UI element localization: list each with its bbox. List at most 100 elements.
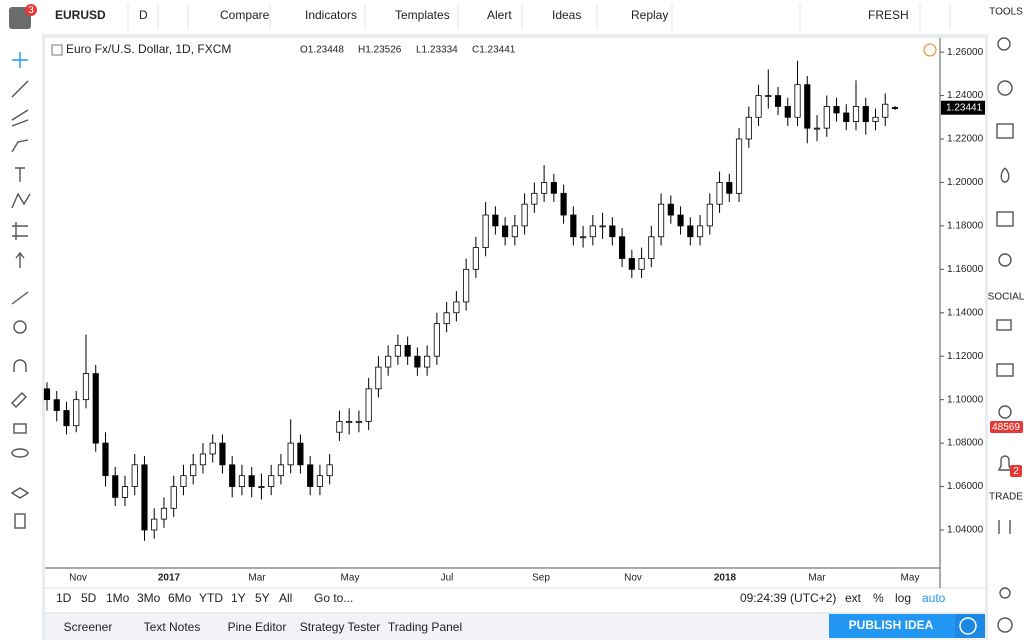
candle-body xyxy=(43,388,51,401)
ohlc-header: H1.23526 xyxy=(358,45,402,56)
warning-icon[interactable] xyxy=(923,43,937,57)
clock: 09:24:39 (UTC+2) xyxy=(740,591,836,605)
x-tick-label: Jul xyxy=(441,573,454,584)
range-button[interactable]: 1Y xyxy=(231,591,246,605)
ohlc-header: L1.23334 xyxy=(416,45,458,56)
range-button[interactable]: YTD xyxy=(199,591,223,605)
candle-body xyxy=(804,84,811,129)
alert-badge xyxy=(1010,465,1022,477)
tab[interactable]: Pine Editor xyxy=(228,620,287,634)
candle-body xyxy=(141,464,148,531)
y-tick-label: 1.16000 xyxy=(947,264,984,275)
candle-body xyxy=(316,475,323,487)
candle-body xyxy=(774,95,782,107)
y-tick-label: 1.10000 xyxy=(947,394,984,405)
candle-body xyxy=(63,410,70,427)
candle-body xyxy=(248,475,255,487)
candle-body xyxy=(443,312,450,325)
ohlc-header: O1.23448 xyxy=(300,45,344,56)
candle-body xyxy=(229,464,236,487)
interval[interactable]: D xyxy=(139,8,148,22)
candle-body xyxy=(667,203,674,216)
candle-body xyxy=(112,475,119,498)
collapse-icon[interactable] xyxy=(51,44,63,56)
candle-body xyxy=(706,203,713,227)
tab[interactable]: Strategy Tester xyxy=(300,620,380,634)
candle-body xyxy=(765,95,772,97)
range-button[interactable]: 1Mo xyxy=(106,591,130,605)
candle-body xyxy=(482,214,489,249)
candle-body xyxy=(287,442,294,466)
candle-body xyxy=(726,182,733,194)
x-tick-label: Mar xyxy=(808,573,826,584)
candle-body xyxy=(73,399,80,427)
x-tick-label: May xyxy=(341,573,360,584)
range-button[interactable]: All xyxy=(279,591,292,605)
candle-body xyxy=(531,192,538,205)
tool-icons[interactable] xyxy=(10,52,31,529)
tab[interactable]: Text Notes xyxy=(144,620,201,634)
candle-body xyxy=(619,236,626,259)
candle-body xyxy=(170,486,177,509)
candle-body xyxy=(862,106,869,123)
candle-body xyxy=(190,464,197,477)
count-badge xyxy=(990,421,1023,433)
candle-body xyxy=(414,355,421,368)
toolbar-item[interactable]: Templates xyxy=(395,8,450,22)
panel-icons[interactable] xyxy=(996,37,1014,633)
candle-body xyxy=(492,214,499,227)
candle-body xyxy=(891,107,899,109)
goto[interactable]: Go to... xyxy=(314,591,353,605)
candle-body xyxy=(570,214,577,238)
candle-body xyxy=(784,106,791,118)
play-icon xyxy=(959,617,977,635)
candle-body xyxy=(297,442,304,466)
publish-button[interactable] xyxy=(829,614,955,638)
candle-body xyxy=(433,323,440,357)
candle-body xyxy=(453,301,460,314)
range-button[interactable]: 3Mo xyxy=(137,591,161,605)
candle-body xyxy=(277,464,285,477)
candle-body xyxy=(336,420,343,433)
y-tick-label: 1.22000 xyxy=(947,134,984,145)
x-tick-label: Mar xyxy=(248,573,266,584)
toolbar-item[interactable]: Ideas xyxy=(552,8,581,22)
toolbar-item[interactable]: Replay xyxy=(631,8,668,22)
candle-body xyxy=(696,225,704,238)
candle-body xyxy=(258,486,265,488)
candle-body xyxy=(355,420,362,423)
scale-option[interactable]: ext xyxy=(845,591,862,605)
x-tick-label: Sep xyxy=(532,573,550,584)
scale-option[interactable]: auto xyxy=(922,591,946,605)
candle-body xyxy=(648,236,655,259)
candle-body xyxy=(160,507,168,520)
tab[interactable]: Trading Panel xyxy=(388,620,462,634)
symbol[interactable]: EURUSD xyxy=(55,8,106,22)
panel-count: 48569 xyxy=(992,422,1020,433)
x-tick-label: 2017 xyxy=(158,573,181,584)
layout-name[interactable]: FRESH xyxy=(868,8,909,22)
y-tick-label: 1.14000 xyxy=(947,307,984,318)
candle-body xyxy=(268,475,275,487)
avatar[interactable] xyxy=(9,7,31,29)
publish-label[interactable]: PUBLISH IDEA xyxy=(849,618,934,632)
toolbar-item[interactable]: Alert xyxy=(487,8,512,22)
y-tick-label: 1.06000 xyxy=(947,481,984,492)
range-button[interactable]: 1D xyxy=(56,591,72,605)
tab[interactable]: Screener xyxy=(64,620,113,634)
y-tick-label: 1.26000 xyxy=(947,47,984,58)
toolbar-item[interactable]: Compare xyxy=(220,8,270,22)
candle-body xyxy=(687,225,694,238)
range-button[interactable]: 5D xyxy=(81,591,97,605)
candle-body xyxy=(813,127,821,130)
range-button[interactable]: 5Y xyxy=(255,591,270,605)
y-tick-label: 1.08000 xyxy=(947,438,984,449)
range-button[interactable]: 6Mo xyxy=(168,591,192,605)
scale-option[interactable]: log xyxy=(895,591,911,605)
current-price: 1.23441 xyxy=(946,102,983,113)
candle-body xyxy=(424,355,431,368)
top-toolbar xyxy=(0,0,1024,34)
scale-option[interactable]: % xyxy=(873,591,884,605)
toolbar-item[interactable]: Indicators xyxy=(305,8,357,22)
candle-body xyxy=(541,182,548,194)
